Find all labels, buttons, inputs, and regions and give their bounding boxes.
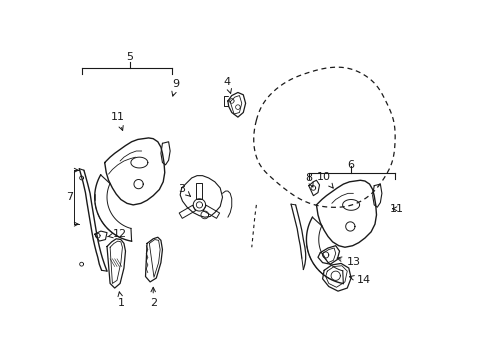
Text: 1: 1 <box>118 292 125 309</box>
Text: 8: 8 <box>305 173 312 187</box>
Text: 2: 2 <box>149 287 157 309</box>
Text: 6: 6 <box>346 160 353 170</box>
Text: 12: 12 <box>107 229 127 239</box>
Text: 9: 9 <box>172 79 180 96</box>
Text: 14: 14 <box>349 275 370 285</box>
Text: 5: 5 <box>126 52 133 62</box>
Text: 7: 7 <box>66 192 74 202</box>
Text: 13: 13 <box>336 257 360 267</box>
Text: 10: 10 <box>317 172 332 188</box>
Text: 11: 11 <box>389 204 404 214</box>
Text: 4: 4 <box>223 77 231 93</box>
Text: 11: 11 <box>111 112 124 130</box>
Text: 3: 3 <box>178 184 190 196</box>
